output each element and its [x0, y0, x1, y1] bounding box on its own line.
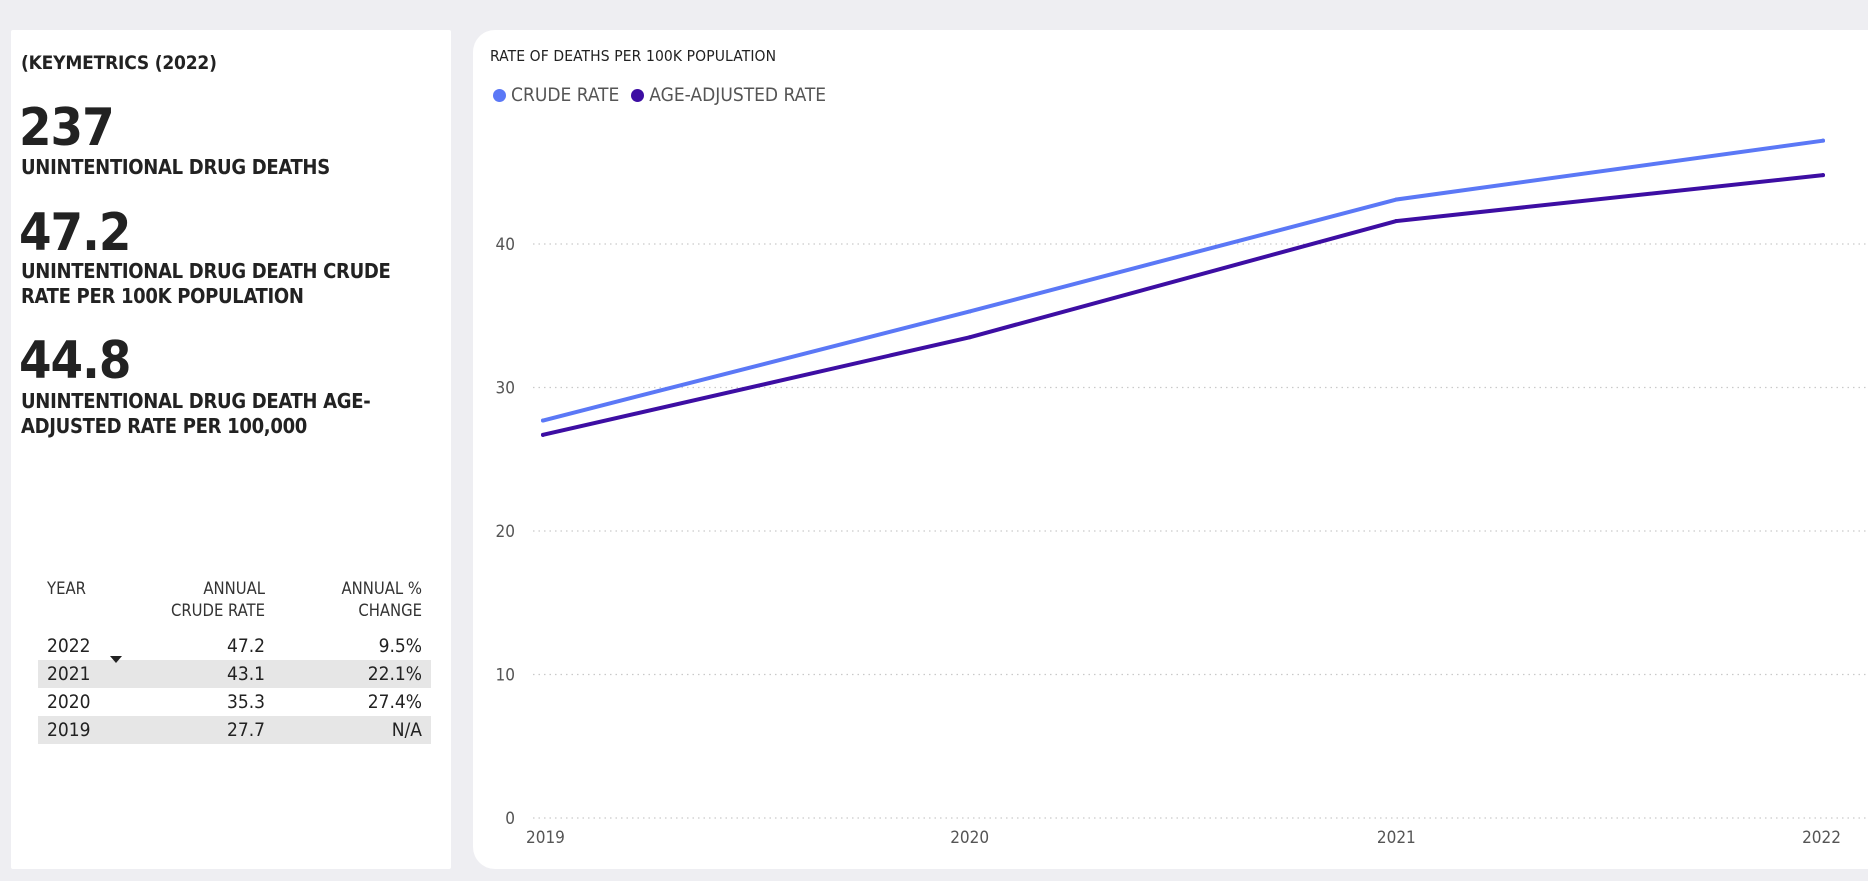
- line-chart[interactable]: 0 10 20 30 40 2019 2020 2021 2022: [473, 30, 1868, 869]
- table-header-row: YEAR ANNUAL CRUDE RATE ANNUAL % CHANGE: [38, 578, 431, 663]
- crude-rate-value: 47.2: [19, 203, 131, 263]
- y-tick-label: 40: [496, 235, 515, 255]
- y-tick-label: 10: [496, 666, 515, 686]
- chart-panel: RATE OF DEATHS PER 100K POPULATION CRUDE…: [473, 30, 1868, 869]
- series-line-age-adjusted-rate: [541, 173, 1825, 437]
- y-tick-label: 0: [505, 809, 515, 829]
- deaths-value: 237: [19, 98, 115, 158]
- sort-descending-icon[interactable]: [110, 656, 122, 663]
- table-row[interactable]: 2019 27.7 N/A: [38, 716, 431, 744]
- cell-annual-change: 22.1%: [274, 660, 431, 688]
- key-metrics-panel: (KEYMETRICS (2022) 237 UNINTENTIONAL DRU…: [11, 30, 451, 869]
- data-point-crude-rate: [1821, 138, 1825, 143]
- column-header-year-label: YEAR: [47, 579, 86, 598]
- legend-item-crude-rate[interactable]: CRUDE RATE: [493, 84, 619, 106]
- table-row[interactable]: 2021 43.1 22.1%: [38, 660, 431, 688]
- data-point-age-adjusted-rate: [1394, 219, 1399, 224]
- cell-annual-change: N/A: [274, 716, 431, 744]
- table-row[interactable]: 2020 35.3 27.4%: [38, 688, 431, 716]
- column-header-crude-rate[interactable]: ANNUAL CRUDE RATE: [126, 578, 274, 632]
- legend-marker-age-adjusted-rate: [631, 88, 645, 102]
- cell-year: 2021: [38, 660, 126, 688]
- column-header-annual-change[interactable]: ANNUAL % CHANGE: [274, 578, 431, 632]
- adjusted-rate-label-line-1: UNINTENTIONAL DRUG DEATH AGE-: [21, 389, 371, 413]
- crude-rate-label-line-2: RATE PER 100K POPULATION: [21, 284, 304, 308]
- crude-rate-label-line-1: UNINTENTIONAL DRUG DEATH CRUDE: [21, 259, 391, 283]
- y-tick-label: 30: [496, 379, 515, 399]
- cell-crude-rate: 35.3: [226, 691, 265, 713]
- cell-annual-change: 27.4%: [367, 691, 422, 713]
- chart-legend: CRUDE RATE AGE-ADJUSTED RATE: [493, 84, 838, 106]
- legend-label-age-adjusted-rate: AGE-ADJUSTED RATE: [649, 84, 827, 106]
- key-metrics-heading: (KEYMETRICS (2022): [21, 52, 217, 74]
- cell-annual-change: 9.5%: [378, 635, 422, 657]
- y-tick-label: 20: [496, 522, 515, 542]
- adjusted-rate-value: 44.8: [19, 331, 131, 391]
- cell-crude-rate: 47.2: [226, 635, 265, 657]
- adjusted-rate-label-line-2: ADJUSTED RATE PER 100,000: [21, 414, 308, 438]
- legend-label-crude-rate: CRUDE RATE: [511, 84, 620, 106]
- data-point-crude-rate: [967, 309, 972, 314]
- legend-item-age-adjusted-rate[interactable]: AGE-ADJUSTED RATE: [631, 84, 826, 106]
- column-header-crude-rate-line-2: CRUDE RATE: [170, 601, 265, 620]
- x-tick-label: 2019: [526, 828, 565, 848]
- cell-year: 2019: [38, 716, 126, 744]
- column-header-year[interactable]: YEAR: [38, 578, 126, 663]
- x-tick-label: 2020: [950, 828, 989, 848]
- series-line-crude-rate: [541, 138, 1825, 423]
- data-point-age-adjusted-rate: [1821, 173, 1825, 178]
- chart-title: RATE OF DEATHS PER 100K POPULATION: [490, 47, 777, 65]
- x-tick-label: 2021: [1377, 828, 1416, 848]
- table-row[interactable]: 2022 47.2 9.5%: [38, 632, 431, 660]
- cell-year: 2020: [47, 691, 91, 713]
- cell-crude-rate: 43.1: [126, 660, 274, 688]
- deaths-label: UNINTENTIONAL DRUG DEATHS: [21, 155, 330, 179]
- data-point-age-adjusted-rate: [967, 335, 972, 340]
- crude-rate-label: UNINTENTIONAL DRUG DEATH CRUDE RATE PER …: [21, 259, 441, 309]
- legend-marker-crude-rate: [493, 88, 506, 102]
- column-header-annual-change-line-2: CHANGE: [358, 601, 422, 620]
- data-point-crude-rate: [1394, 197, 1399, 202]
- column-header-annual-change-line-1: ANNUAL %: [341, 579, 422, 598]
- adjusted-rate-label: UNINTENTIONAL DRUG DEATH AGE- ADJUSTED R…: [21, 389, 441, 439]
- cell-crude-rate: 27.7: [126, 716, 274, 744]
- annual-rate-table: YEAR ANNUAL CRUDE RATE ANNUAL % CHANGE 2…: [38, 578, 431, 744]
- data-point-age-adjusted-rate: [541, 432, 545, 437]
- cell-year: 2022: [47, 635, 91, 657]
- x-tick-label: 2022: [1802, 828, 1841, 848]
- column-header-crude-rate-line-1: ANNUAL: [203, 579, 265, 598]
- data-point-crude-rate: [541, 418, 545, 423]
